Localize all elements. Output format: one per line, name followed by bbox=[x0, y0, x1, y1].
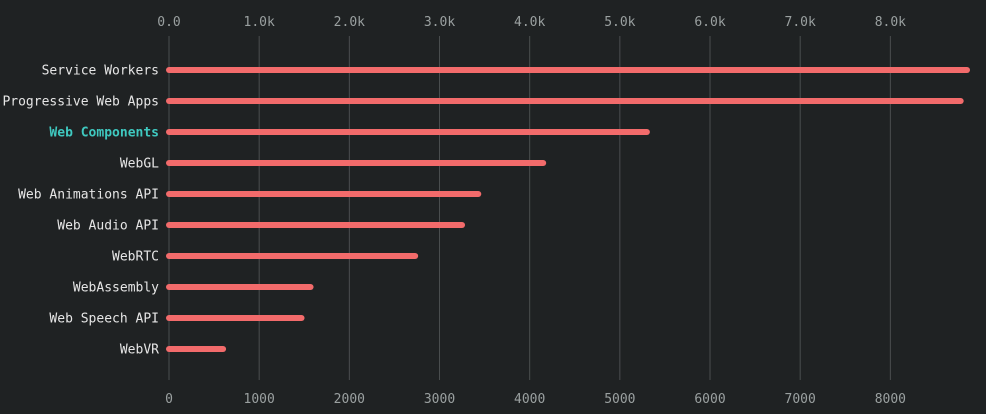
bottom-tick-label: 4000 bbox=[514, 392, 545, 407]
category-label: Web Speech API bbox=[49, 312, 159, 327]
top-tick-label: 1.0k bbox=[244, 15, 275, 30]
bottom-tick-label: 0 bbox=[165, 392, 173, 407]
bars bbox=[166, 67, 970, 352]
bottom-axis: 0 1000 2000 3000 4000 5000 6000 7000 8000 bbox=[165, 392, 906, 407]
bottom-tick-label: 5000 bbox=[604, 392, 635, 407]
bottom-tick-label: 7000 bbox=[785, 392, 816, 407]
gridlines bbox=[168, 36, 891, 380]
category-label: WebAssembly bbox=[73, 281, 159, 296]
bottom-tick-label: 1000 bbox=[244, 392, 275, 407]
top-tick-label: 0.0 bbox=[157, 15, 180, 30]
top-tick-label: 7.0k bbox=[785, 15, 816, 30]
top-tick-label: 8.0k bbox=[875, 15, 906, 30]
category-label: WebGL bbox=[120, 157, 159, 172]
category-label: WebRTC bbox=[112, 250, 159, 265]
category-label: Web Animations API bbox=[18, 188, 159, 203]
top-tick-label: 2.0k bbox=[334, 15, 365, 30]
bottom-tick-label: 2000 bbox=[334, 392, 365, 407]
category-label: Web Audio API bbox=[57, 219, 159, 234]
bottom-tick-label: 6000 bbox=[694, 392, 725, 407]
top-tick-label: 5.0k bbox=[604, 15, 635, 30]
category-label: Web Components bbox=[49, 126, 159, 141]
top-tick-label: 3.0k bbox=[424, 15, 455, 30]
top-tick-label: 6.0k bbox=[694, 15, 725, 30]
top-tick-label: 4.0k bbox=[514, 15, 545, 30]
category-axis: Service Workers Progressive Web Apps Web C… bbox=[2, 64, 159, 358]
top-axis: 0.0 1.0k 2.0k 3.0k 4.0k 5.0k 6.0k 7.0k 8.0k bbox=[157, 15, 906, 30]
category-label: WebVR bbox=[120, 343, 159, 358]
category-label: Service Workers bbox=[42, 64, 159, 79]
category-label: Progressive Web Apps bbox=[2, 95, 159, 110]
bottom-tick-label: 8000 bbox=[875, 392, 906, 407]
bottom-tick-label: 3000 bbox=[424, 392, 455, 407]
